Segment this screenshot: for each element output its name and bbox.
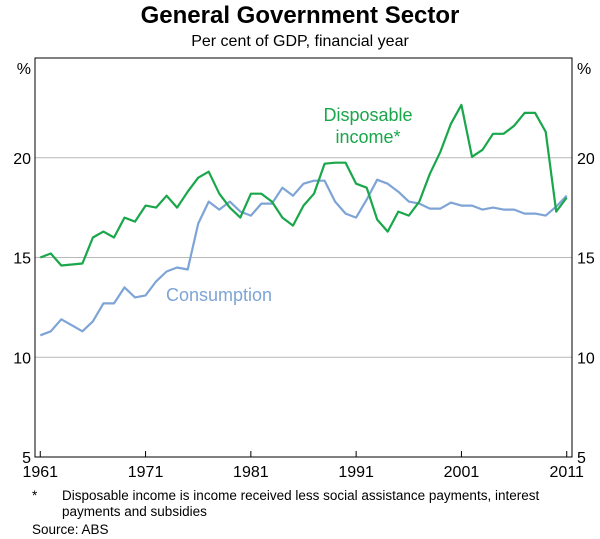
chart-title: General Government Sector bbox=[140, 2, 460, 29]
series-line-disposable-income bbox=[39, 103, 568, 267]
y-tick-label-left-10: 10 bbox=[13, 350, 31, 367]
x-tick-label-1971: 1971 bbox=[128, 464, 164, 481]
footnote-marker: * bbox=[32, 488, 38, 503]
series-label-disposable-income: Disposable income* bbox=[323, 105, 412, 147]
x-tick-label-2011: 2011 bbox=[550, 464, 585, 481]
x-tick-label-1981: 1981 bbox=[233, 464, 269, 481]
y-tick-label-left-15: 15 bbox=[13, 251, 31, 268]
footnote-text: Disposable income is income received les… bbox=[62, 488, 540, 519]
y-axis-unit-right: % bbox=[577, 61, 591, 78]
x-tick-label-1991: 1991 bbox=[338, 464, 374, 481]
y-tick-label-right-10: 10 bbox=[577, 350, 595, 367]
y-tick-label-left-20: 20 bbox=[13, 151, 31, 168]
y-tick-label-left-5: 5 bbox=[22, 450, 31, 467]
x-tick-label-1961: 1961 bbox=[22, 464, 58, 481]
y-tick-label-right-5: 5 bbox=[577, 450, 586, 467]
plot-frame bbox=[34, 57, 573, 458]
y-tick-label-right-20: 20 bbox=[577, 151, 595, 168]
source-note: Source: ABS bbox=[32, 522, 109, 537]
y-axis-unit-left: % bbox=[17, 61, 31, 78]
chart-subtitle: Per cent of GDP, financial year bbox=[191, 33, 409, 50]
y-tick-label-right-15: 15 bbox=[577, 251, 595, 268]
x-tick-label-2001: 2001 bbox=[444, 464, 480, 481]
series-line-consumption bbox=[39, 178, 568, 337]
series-label-consumption: Consumption bbox=[166, 285, 272, 305]
